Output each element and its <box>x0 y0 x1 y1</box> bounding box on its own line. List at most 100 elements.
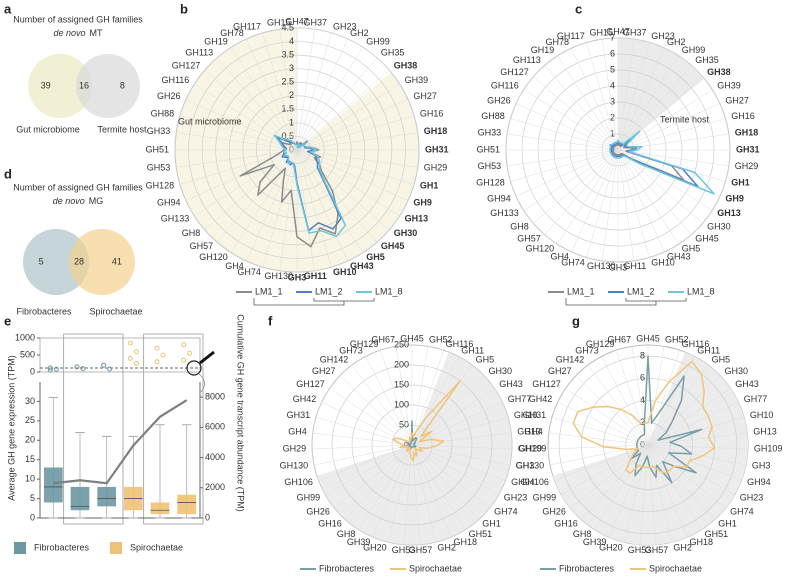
radar-spoke <box>507 149 619 167</box>
category-label: GH9 <box>413 198 432 208</box>
category-label: GH130 <box>280 461 309 471</box>
group-frame <box>63 333 124 525</box>
radar-spoke <box>204 149 298 231</box>
outlier <box>47 365 53 371</box>
radar-spoke <box>296 149 315 271</box>
radial-tick-label: 3.5 <box>281 49 294 59</box>
category-label: GH27 <box>725 95 749 105</box>
radial-tick-label: 4 <box>640 395 645 405</box>
category-label: GH10 <box>651 258 675 268</box>
legend-label: Fibrobacteres <box>559 563 615 573</box>
category-label: GH23 <box>504 492 528 502</box>
category-label: GH127 <box>172 61 201 71</box>
category-label: GH30 <box>394 228 418 238</box>
category-label: GH73 <box>575 346 599 356</box>
category-label: GH11 <box>304 271 327 281</box>
category-label: GH20 <box>599 542 623 552</box>
radar-spoke <box>216 149 298 243</box>
radar-spoke <box>617 149 692 235</box>
radar-spoke <box>395 346 413 446</box>
radar-spoke <box>296 83 400 151</box>
category-label: GH2 <box>437 542 456 552</box>
outlier <box>101 362 107 368</box>
category-label: GH19 <box>204 37 228 47</box>
radar-spoke <box>279 29 298 151</box>
category-label: GH11 <box>461 346 484 356</box>
category-label: GH43 <box>667 252 691 262</box>
radar-spoke <box>586 42 619 151</box>
venn-subtitle: de novo MT <box>53 28 103 38</box>
zoom-handle <box>199 350 215 365</box>
category-label: GH133 <box>490 208 519 218</box>
radar-spoke <box>411 401 503 446</box>
radar-spoke <box>296 99 409 151</box>
category-label: GH5 <box>712 355 731 365</box>
radar-spoke <box>647 356 695 446</box>
category-label: GH67 <box>371 335 395 345</box>
legend-label: LM1_2 <box>315 286 343 296</box>
category-label: GH128 <box>476 178 505 188</box>
category-label: GH43 <box>350 261 374 271</box>
radar-spoke <box>557 149 619 245</box>
radar-spoke <box>587 364 649 446</box>
radial-tick-label: 3 <box>289 63 294 73</box>
radar-spoke <box>380 350 413 446</box>
y2-tick-label: 0 <box>205 512 210 522</box>
category-label: GH77 <box>508 394 532 404</box>
category-label: GH106 <box>520 477 549 487</box>
category-label: GH19 <box>531 45 555 55</box>
radar-spoke <box>551 416 649 446</box>
category-label: GH53 <box>392 545 416 555</box>
category-label: GH74 <box>730 506 754 516</box>
radar-spoke <box>571 149 619 252</box>
category-label: GH99 <box>297 492 321 502</box>
radar-spoke <box>411 364 473 446</box>
category-label: GH13 <box>717 208 741 218</box>
venn-set-label: Fibrobacteres <box>16 306 72 316</box>
y-tick-label: 30 <box>25 396 35 406</box>
category-label: GH127 <box>296 379 325 389</box>
category-label: GH30 <box>707 222 731 232</box>
legend-label: LM1_2 <box>627 286 655 296</box>
radar-spoke <box>510 118 619 151</box>
radar-spoke <box>296 149 332 268</box>
zoom-arrow <box>198 373 205 393</box>
category-label: GH94 <box>747 477 771 487</box>
radar-spoke <box>296 57 378 151</box>
radar-spoke <box>216 57 298 151</box>
category-label: GH57 <box>645 545 669 555</box>
category-label: GH4 <box>225 261 244 271</box>
category-label: GH74 <box>237 267 261 277</box>
category-label: GH4 <box>550 252 569 262</box>
radar-spoke <box>631 346 649 446</box>
subtitle-text: MG <box>89 196 104 206</box>
box <box>97 486 116 507</box>
legend-label: Spirochaetae <box>409 563 462 573</box>
radar-spoke <box>365 356 413 446</box>
category-label: GH29 <box>283 444 307 454</box>
radar-spoke <box>575 375 649 446</box>
outlier <box>127 355 133 361</box>
radar-spoke <box>557 55 619 151</box>
box <box>70 486 90 511</box>
radar-spoke <box>296 149 418 168</box>
radar-spoke <box>617 149 665 252</box>
radial-tick-label: 1 <box>289 117 294 127</box>
radar-spoke <box>312 444 413 450</box>
radar-spoke <box>296 47 364 151</box>
outlier <box>154 345 160 351</box>
category-label: GH27 <box>413 91 437 101</box>
radar-spoke <box>411 444 452 538</box>
category-label: GH4 <box>524 427 543 437</box>
radar-shade <box>297 28 392 150</box>
radar-spoke <box>647 375 721 446</box>
legend-label: LM1_8 <box>375 286 403 296</box>
y2-axis-label: Cumulative GH gene transcript abundance … <box>236 314 246 512</box>
category-label: GH39 <box>347 537 371 547</box>
outlier <box>133 361 139 366</box>
outlier <box>181 357 187 363</box>
venn-circle <box>28 54 92 118</box>
radar-spoke <box>296 149 400 217</box>
radar-spoke <box>296 69 390 151</box>
radar-spoke <box>647 444 657 545</box>
